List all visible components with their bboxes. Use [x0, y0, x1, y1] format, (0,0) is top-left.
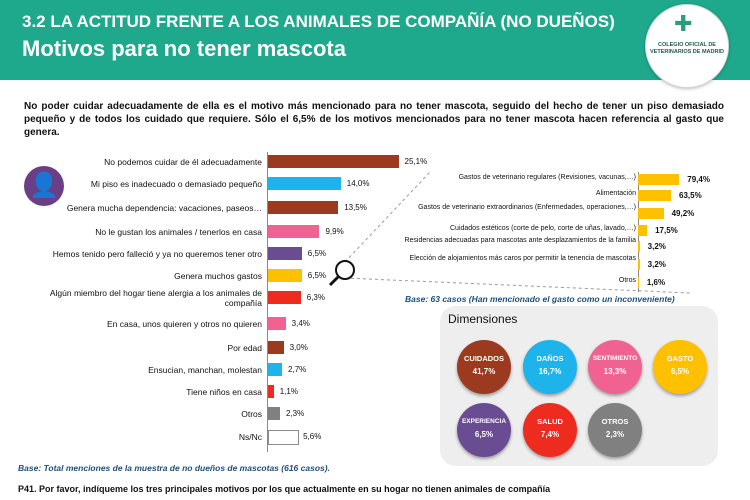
main-bar: [268, 430, 300, 445]
section-title: 3.2 LA ACTITUD FRENTE A LOS ANIMALES DE …: [22, 12, 615, 31]
expense-category-label: Otros: [618, 277, 636, 284]
expense-bar-value: 63,5%: [679, 191, 702, 200]
main-category-label: Ns/Nc: [238, 432, 262, 442]
main-base-note: Base: Total menciones de la muestra de n…: [18, 463, 330, 473]
dimension-value: 13,3%: [603, 367, 627, 376]
question-text: P41. Por favor, indíqueme los tres princ…: [18, 484, 551, 494]
expense-category-label: Gastos de veterinario extraordinarios (E…: [418, 204, 636, 211]
expense-bar-value: 79,4%: [687, 175, 710, 184]
main-bar-value: 6,5%: [307, 271, 327, 280]
dimension-name: SENTIMIENTO: [592, 355, 638, 362]
main-bar: [268, 177, 341, 190]
expense-bar-value: 1,6%: [646, 278, 666, 287]
dimension-value: 6,5%: [474, 430, 494, 439]
main-category-label: No podemos cuidar de él adecuadamente: [104, 157, 262, 167]
dimension-value: 16,7%: [538, 367, 562, 376]
dimension-circle: GASTO 6,5%: [653, 340, 707, 394]
main-category-label: Otros: [241, 409, 262, 419]
header-banner: 3.2 LA ACTITUD FRENTE A LOS ANIMALES DE …: [0, 0, 750, 80]
dimension-circle: SALUD 7,4%: [523, 403, 577, 457]
main-chart-axis: [267, 152, 268, 452]
main-bar: [268, 225, 320, 238]
expense-bar: [638, 241, 640, 252]
main-bar-value: 13,5%: [344, 203, 367, 212]
expense-category-label: Gastos de veterinario regulares (Revisio…: [458, 174, 636, 181]
main-category-label: Genera muchos gastos: [174, 271, 262, 281]
main-bar: [268, 341, 284, 354]
main-bar-value: 3,4%: [291, 319, 310, 328]
main-bar: [268, 291, 301, 304]
page-title: Motivos para no tener mascota: [22, 36, 346, 61]
main-bar-value: 9,9%: [325, 227, 344, 236]
person-icon: 👤: [29, 172, 59, 199]
dimension-name: OTROS: [601, 417, 629, 426]
dimension-circle: CUIDADOS 41,7%: [457, 340, 511, 394]
main-category-label: Por edad: [227, 343, 263, 353]
main-bar-value: 25,1%: [404, 157, 428, 166]
main-category-label: Tiene niños en casa: [186, 387, 262, 397]
dimension-name: CUIDADOS: [463, 354, 504, 363]
main-bar-value: 1,1%: [279, 387, 298, 396]
main-bar: [268, 269, 302, 282]
main-bar-value: 6,3%: [306, 293, 325, 302]
expense-bar: [638, 190, 672, 201]
magnifier-icon: [328, 260, 355, 287]
main-category-label: En casa, unos quieren y otros no quieren: [107, 319, 262, 329]
dimension-name: EXPERIENCIA: [461, 418, 507, 425]
expense-category-label: Residencias adecuadas para mascotas ante…: [404, 237, 636, 244]
expense-bar-value: 3,2%: [647, 260, 666, 269]
expense-bar-value: 3,2%: [647, 242, 666, 251]
dimension-value: 7,4%: [540, 430, 560, 439]
expense-category-label: Alimentación: [595, 190, 636, 197]
connector-line-top: [344, 171, 431, 263]
logo-emblem-icon: ✚: [674, 11, 693, 36]
main-category-label: Algún miembro del hogar tiene alergia a …: [49, 288, 262, 308]
dimension-circle: OTROS 2,3%: [588, 403, 642, 457]
expense-bar: [638, 225, 648, 236]
main-bar: [268, 155, 399, 168]
logo-text: COLEGIO OFICIAL DE VETERINARIOS DE MADRI…: [650, 42, 724, 55]
dimension-circle: SENTIMIENTO 13,3%: [588, 340, 642, 394]
main-bar-value: 14,0%: [346, 179, 370, 188]
expense-bar: [638, 259, 640, 270]
main-bar: [268, 247, 302, 260]
lead-paragraph: No poder cuidar adecuadamente de ella es…: [24, 101, 724, 138]
main-bar: [268, 385, 274, 398]
main-bar: [268, 363, 283, 376]
expense-bar: [638, 277, 639, 288]
main-bar-value: 2,7%: [288, 365, 307, 374]
main-bar-value: 5,6%: [303, 432, 322, 441]
dimension-name: SALUD: [537, 417, 563, 426]
main-bar: [268, 201, 339, 214]
expense-bar: [638, 174, 680, 185]
person-badge: 👤: [24, 166, 64, 206]
expense-bar: [638, 208, 664, 219]
dimension-value: 6,5%: [670, 367, 690, 376]
main-category-label: Ensucian, manchan, molestan: [148, 365, 262, 375]
dimension-circle: DAÑOS 16,7%: [523, 340, 577, 394]
dimensions-title: Dimensiones: [448, 312, 518, 326]
main-bar-value: 2,3%: [285, 409, 305, 418]
dimension-name: DAÑOS: [536, 354, 564, 363]
main-bar: [268, 317, 286, 330]
main-bar: [268, 407, 280, 420]
main-category-label: Hemos tenido pero falleció y ya no quere…: [52, 249, 262, 259]
expense-bar-value: 17,5%: [655, 226, 678, 235]
main-bar-value: 3,0%: [289, 343, 308, 352]
expense-category-label: Elección de alojamientos más caros por p…: [409, 255, 636, 262]
main-category-label: No le gustan los animales / tenerlos en …: [95, 227, 262, 237]
main-bar-value: 6,5%: [307, 249, 327, 258]
expense-bar-value: 49,2%: [671, 209, 695, 218]
expense-category-label: Cuidados estéticos (corte de pelo, corte…: [450, 225, 636, 232]
dimension-value: 41,7%: [472, 367, 496, 376]
dimension-circle: EXPERIENCIA 6,5%: [457, 403, 511, 457]
college-logo: ✚ COLEGIO OFICIAL DE VETERINARIOS DE MAD…: [645, 4, 729, 88]
dimension-value: 2,3%: [605, 430, 625, 439]
dimension-name: GASTO: [666, 354, 694, 363]
main-category-label: Mi piso es inadecuado o demasiado pequeñ…: [90, 179, 262, 189]
expense-base-note: Base: 63 casos (Han mencionado el gasto …: [405, 294, 675, 304]
main-category-label: Genera mucha dependencia: vacaciones, pa…: [66, 203, 262, 213]
